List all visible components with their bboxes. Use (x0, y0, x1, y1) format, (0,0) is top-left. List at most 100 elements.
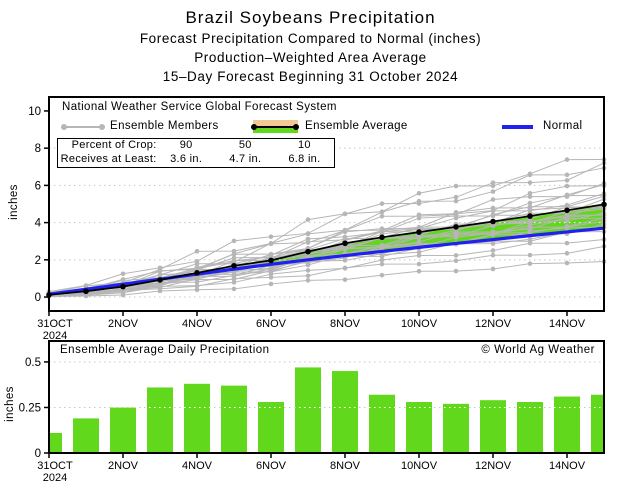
ensemble-member-dot (379, 261, 385, 267)
bar-gridlines (49, 406, 604, 408)
surplus-deficit-tan-swatch (253, 120, 298, 126)
ensemble-member-dot (527, 252, 533, 258)
x-tick-label: 8NOV (330, 460, 361, 472)
ensemble-member-dot (231, 280, 237, 285)
y-tick-label: 6 (35, 180, 41, 192)
ensemble-member-dot (527, 200, 533, 206)
ensemble-average-line (48, 203, 605, 296)
ensemble-member-dot (379, 201, 385, 206)
ensemble-member-dot (453, 230, 459, 236)
daily-precip-bar (258, 402, 284, 453)
daily-precip-bar (147, 387, 173, 453)
ensemble-member-dot (120, 292, 126, 298)
ensemble-member-dot (564, 251, 570, 256)
ensemble-average-dot (416, 229, 422, 235)
ensemble-member-dot (490, 232, 496, 238)
ensemble-member-dot (305, 273, 311, 279)
ensemble-member-line (48, 217, 605, 296)
ensemble-average-swatch-line (253, 125, 298, 128)
daily-precip-bar (295, 367, 321, 453)
ensemble-member-dot (194, 283, 200, 289)
ensemble-member-dot (527, 207, 533, 212)
subtitle-period: 15–Day Forecast Beginning 31 October 202… (162, 69, 459, 84)
ensemble-member-dot (342, 246, 348, 252)
ensemble-member-dot (379, 254, 385, 259)
x-tick-label: 6NOV (256, 460, 287, 472)
ensemble-member-dot (305, 278, 311, 283)
daily-precip-bar (73, 418, 99, 453)
bottom-chart-title: Ensemble Average Daily Precipitation (60, 344, 270, 356)
ensemble-member-dot (157, 272, 163, 277)
crop-percent-label: Percent of Crop: (71, 139, 157, 151)
ensemble-average-dot (342, 240, 348, 247)
ensemble-member-dot (268, 241, 274, 247)
daily-precip-bar (49, 432, 62, 453)
ensemble-member-dot (157, 288, 163, 294)
top-y-axis-label: inches (8, 184, 20, 220)
ensemble-members-swatch-dot (61, 124, 67, 130)
x-tick-label: 12NOV (475, 318, 512, 330)
x-tick-label: 10NOV (401, 318, 438, 330)
ensemble-member-line (48, 162, 605, 293)
daily-precip-bar (554, 396, 580, 453)
x-tick-label: 10NOV (401, 460, 438, 472)
ensemble-member-dot (120, 288, 126, 293)
ensemble-member-dot (490, 180, 496, 186)
ensemble-member-line (48, 182, 605, 294)
ensemble-average-dot (453, 224, 459, 230)
daily-precip-bar (480, 400, 506, 453)
ensemble-member-dot (379, 272, 385, 278)
y-tick-label: 0.25 (19, 402, 41, 414)
ensemble-average-dot (564, 207, 570, 214)
x-tick-year: 2024 (43, 472, 67, 484)
x-tick-year: 2024 (43, 330, 67, 342)
normal-line (48, 226, 605, 296)
top-plot-border (48, 96, 605, 312)
ensemble-member-dot (231, 271, 237, 277)
subtitle-area: Production–Weighted Area Average (194, 50, 427, 65)
y-tick-label: 4 (35, 218, 42, 230)
ensemble-member-dot (342, 211, 348, 217)
ensemble-average-dot (527, 213, 533, 219)
ensemble-member-dot (194, 249, 200, 254)
ensemble-member-dot (527, 224, 533, 230)
y-tick-label: 10 (28, 106, 41, 118)
surplus-green-swatch (253, 127, 298, 133)
ensemble-member-dot (490, 183, 496, 189)
ensemble-member-line (48, 193, 605, 294)
ensemble-member-dot (453, 198, 459, 204)
ensemble-member-dot (194, 287, 200, 293)
ensemble-member-dot (379, 243, 385, 249)
bars-group (49, 367, 604, 453)
ensemble-average-dot (305, 248, 311, 255)
ensemble-member-dot (416, 249, 422, 255)
ensemble-member-dot (194, 276, 200, 281)
ensemble-member-dot (416, 190, 422, 196)
crop-amount-90: 3.6 in. (170, 152, 203, 165)
ensemble-member-dot (490, 223, 496, 228)
crop-percentile-box: Percent of Crop: 90 50 10 Receives at Le… (57, 138, 335, 168)
ensemble-member-dot (231, 258, 237, 263)
ensemble-member-dot (305, 217, 311, 222)
ensemble-member-dot (453, 210, 459, 215)
crop-amount-label: Receives at Least: (60, 152, 157, 165)
ensemble-member-dot (305, 236, 311, 242)
x-tick-label: 2NOV (108, 460, 139, 472)
ensemble-member-dot (453, 258, 459, 264)
daily-precip-bar (369, 394, 395, 453)
ensemble-member-dot (527, 218, 533, 224)
y-tick-label: 0 (35, 448, 41, 460)
ensemble-member-dot (305, 240, 311, 245)
ensemble-average-swatch-dot (293, 123, 299, 130)
ensemble-member-dot (564, 225, 570, 231)
ensemble-member-dot (453, 215, 459, 221)
ensemble-member-dot (527, 172, 533, 178)
ensemble-member-dot (268, 252, 274, 257)
legend-header: National Weather Service Global Forecast… (62, 101, 337, 113)
daily-precip-bar (517, 402, 543, 453)
daily-precip-bar (443, 403, 469, 453)
ensemble-member-dot (416, 261, 422, 267)
ensemble-member-dot (453, 253, 459, 258)
crop-amount-row: Receives at Least: 3.6 in. 4.7 in. 6.8 i… (58, 153, 334, 167)
